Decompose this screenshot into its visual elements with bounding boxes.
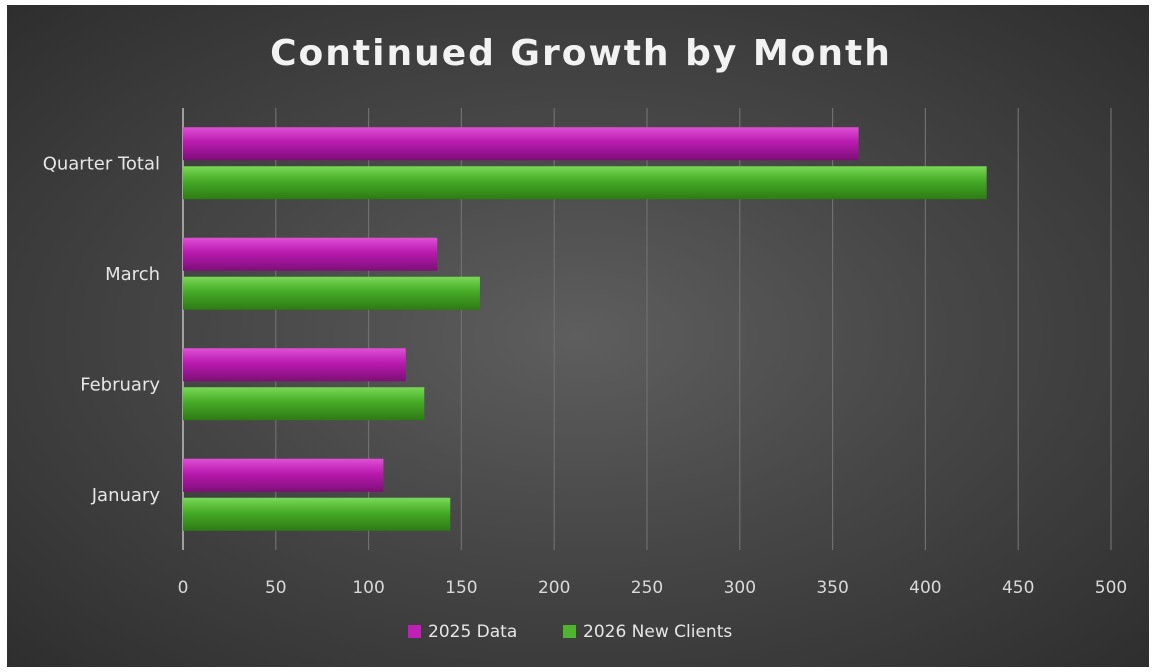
chart-area: Continued Growth by Month 0 50 100 150 200 25… bbox=[7, 5, 1149, 667]
x-tick-label: 300 bbox=[724, 578, 756, 598]
bar-series-2025 bbox=[183, 458, 384, 492]
bar-series-2026 bbox=[183, 387, 425, 421]
category-label: January bbox=[91, 485, 161, 506]
x-tick-label: 50 bbox=[265, 578, 287, 598]
x-tick-label: 0 bbox=[178, 578, 189, 598]
category-label: February bbox=[80, 374, 160, 395]
x-tick-label: 400 bbox=[909, 578, 941, 598]
x-tick-label: 500 bbox=[1095, 578, 1127, 598]
legend-swatch bbox=[408, 625, 421, 638]
legend-label: 2026 New Clients bbox=[583, 622, 732, 642]
legend-swatch bbox=[563, 625, 576, 638]
category-label: March bbox=[105, 264, 160, 285]
bar-series-2025 bbox=[183, 127, 859, 161]
bar-series-2026 bbox=[183, 166, 987, 200]
x-tick-label: 250 bbox=[631, 578, 663, 598]
bar-series-2026 bbox=[183, 497, 451, 531]
x-tick-label: 350 bbox=[816, 578, 848, 598]
bar-series-2026 bbox=[183, 276, 480, 310]
x-tick-label: 450 bbox=[1002, 578, 1034, 598]
bar-series-2025 bbox=[183, 237, 438, 271]
bar-series-2025 bbox=[183, 348, 406, 382]
chart-title: Continued Growth by Month bbox=[270, 33, 892, 74]
x-tick-label: 150 bbox=[445, 578, 477, 598]
legend-label: 2025 Data bbox=[428, 622, 517, 642]
x-tick-label: 100 bbox=[352, 578, 384, 598]
bar-chart: Continued Growth by Month 0 50 100 150 200 25… bbox=[43, 33, 1128, 642]
category-label: Quarter Total bbox=[43, 153, 160, 174]
x-tick-label: 200 bbox=[538, 578, 570, 598]
